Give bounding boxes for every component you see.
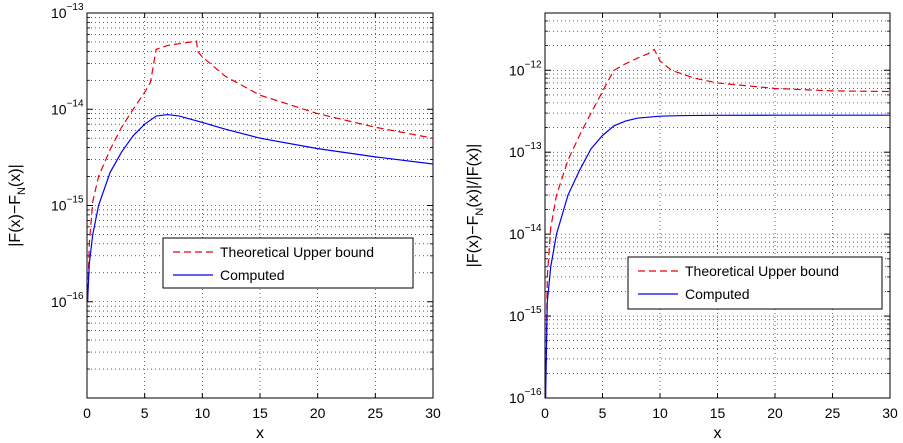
y-axis-label: |F(x)−FN(x)|/|F(x)| — [465, 144, 486, 268]
y-tick-base: 10 — [509, 390, 525, 406]
y-tick-exponent: −15 — [67, 195, 84, 206]
y-tick-label: 10−15 — [51, 195, 84, 214]
x-tick-label: 30 — [425, 405, 441, 421]
legend-label: Computed — [685, 286, 750, 302]
y-tick-exponent: −15 — [525, 305, 542, 316]
y-tick-label: 10−13 — [51, 2, 84, 21]
x-tick-label: 30 — [882, 405, 898, 421]
y-axis-label: |F(x)−FN(x)| — [7, 164, 28, 246]
x-tick-label: 0 — [83, 405, 91, 421]
legend-label: Theoretical Upper bound — [685, 263, 839, 279]
y-tick-base: 10 — [51, 294, 67, 310]
legend-box — [162, 237, 414, 289]
y-tick-exponent: −13 — [525, 141, 542, 152]
x-tick-label: 5 — [599, 405, 607, 421]
y-tick-base: 10 — [51, 101, 67, 117]
legend-label: Computed — [220, 267, 285, 283]
x-tick-label: 15 — [252, 405, 268, 421]
y-tick-exponent: −16 — [67, 291, 84, 302]
x-tick-label: 25 — [368, 405, 384, 421]
y-tick-base: 10 — [509, 226, 525, 242]
x-tick-label: 25 — [825, 405, 841, 421]
y-tick-label: 10−13 — [509, 141, 542, 160]
legend-label: Theoretical Upper bound — [220, 244, 374, 260]
y-tick-base: 10 — [509, 144, 525, 160]
x-tick-label: 10 — [652, 405, 668, 421]
series-line-computed — [545, 114, 890, 398]
x-tick-label: 15 — [710, 405, 726, 421]
legend: Theoretical Upper bound Computed — [162, 237, 414, 289]
y-tick-label: 10−16 — [509, 387, 542, 406]
x-tick-label: 20 — [767, 405, 783, 421]
x-tick-label: 0 — [541, 405, 549, 421]
y-tick-exponent: −13 — [67, 2, 84, 13]
x-axis-label: x — [256, 425, 264, 442]
y-tick-base: 10 — [509, 62, 525, 78]
y-tick-label: 10−16 — [51, 291, 84, 310]
y-tick-label: 10−14 — [509, 223, 542, 242]
y-tick-exponent: −14 — [525, 223, 542, 234]
x-tick-label: 20 — [310, 405, 326, 421]
series-line-theoretical-upper-bound — [545, 48, 890, 398]
y-tick-base: 10 — [509, 308, 525, 324]
chart-panel-1: 0 5 10 15 20 25 3010−1610−1510−1410−13x|F(x)−F… — [7, 2, 441, 442]
y-tick-label: 10−12 — [509, 59, 542, 78]
legend: Theoretical Upper bound Computed — [627, 256, 883, 310]
y-tick-label: 10−15 — [509, 305, 542, 324]
y-tick-exponent: −12 — [525, 59, 542, 70]
legend-box — [627, 256, 883, 310]
chart-panel-2: 0 5 10 15 20 25 3010−1610−1510−1410−1310−12x|F… — [465, 12, 898, 442]
y-tick-base: 10 — [51, 5, 67, 21]
y-tick-exponent: −14 — [67, 98, 84, 109]
y-tick-base: 10 — [51, 198, 67, 214]
y-tick-exponent: −16 — [525, 387, 542, 398]
series-line-computed — [87, 113, 433, 302]
y-tick-label: 10−14 — [51, 98, 84, 117]
x-axis-label: x — [714, 425, 722, 442]
series-line-theoretical-upper-bound — [87, 40, 433, 302]
grid — [87, 13, 433, 398]
x-tick-label: 10 — [195, 405, 211, 421]
x-tick-label: 5 — [141, 405, 149, 421]
